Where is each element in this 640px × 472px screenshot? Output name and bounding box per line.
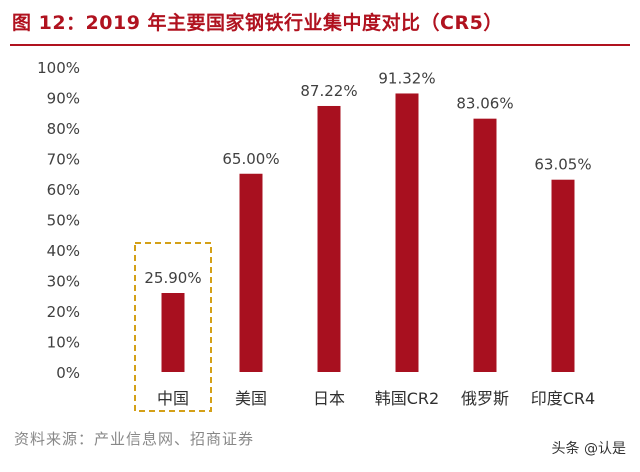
bar-value-label: 65.00% xyxy=(222,150,279,168)
bar xyxy=(551,179,575,372)
x-category-label: 中国 xyxy=(157,389,189,408)
chart-title: 图 12：2019 年主要国家钢铁行业集中度对比（CR5） xyxy=(12,12,503,34)
title-divider xyxy=(10,44,630,46)
x-category-label: 印度CR4 xyxy=(531,389,595,408)
y-tick-label: 10% xyxy=(47,334,80,352)
bar xyxy=(395,93,419,372)
source-note: 资料来源：产业信息网、招商证券 xyxy=(14,430,255,448)
bar-value-label: 63.05% xyxy=(534,156,591,174)
x-category-label: 美国 xyxy=(235,389,267,408)
y-tick-label: 20% xyxy=(47,303,80,321)
y-tick-label: 70% xyxy=(47,151,80,169)
highlight-box xyxy=(134,242,212,412)
y-tick-label: 80% xyxy=(47,120,80,138)
bar-value-label: 83.06% xyxy=(456,95,513,113)
bar xyxy=(317,105,341,372)
watermark-text: 头条 @认是 xyxy=(551,441,626,457)
bar-value-label: 91.32% xyxy=(378,69,435,87)
y-tick-label: 50% xyxy=(47,212,80,230)
y-tick-label: 0% xyxy=(56,364,80,382)
y-tick-label: 100% xyxy=(37,59,80,77)
bar xyxy=(473,118,497,373)
y-tick-label: 60% xyxy=(47,181,80,199)
x-category-label: 韩国CR2 xyxy=(375,389,439,408)
x-category-label: 日本 xyxy=(313,389,345,408)
x-category-label: 俄罗斯 xyxy=(461,389,509,408)
bar-value-label: 25.90% xyxy=(144,269,201,287)
bar xyxy=(239,173,263,372)
bar xyxy=(161,293,185,372)
bar-value-label: 87.22% xyxy=(300,82,357,100)
y-tick-label: 90% xyxy=(47,90,80,108)
y-tick-label: 40% xyxy=(47,242,80,260)
y-tick-label: 30% xyxy=(47,273,80,291)
